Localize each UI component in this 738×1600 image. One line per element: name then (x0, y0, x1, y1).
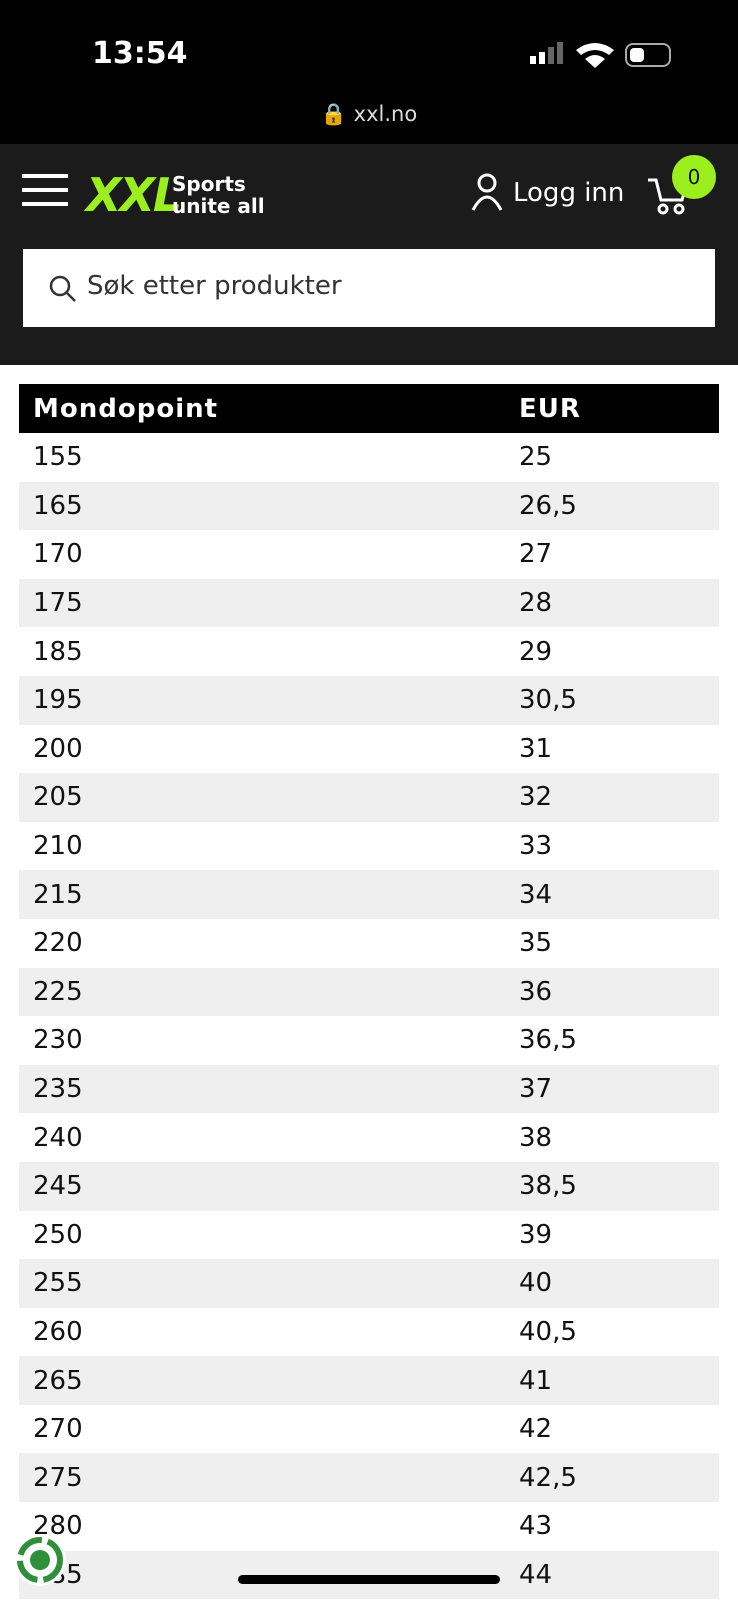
cart-count: 0 (672, 155, 716, 199)
eur-cell: 44 (505, 1550, 719, 1600)
mondopoint-cell: 255 (19, 1259, 505, 1308)
header-row: Mondopoint EUR (19, 384, 719, 433)
eur-cell: 38,5 (505, 1161, 719, 1211)
column-header: Mondopoint (19, 384, 505, 433)
eur-cell: 34 (505, 870, 719, 919)
mondopoint-cell: 165 (19, 481, 505, 531)
mondopoint-cell: 155 (33, 442, 83, 473)
table-row: 215 34 (19, 870, 719, 919)
mondopoint-cell: 215 (19, 870, 505, 919)
eur-cell: 30,5 (505, 675, 719, 725)
status-bar: 13:54 🔒 xxl.no (0, 0, 738, 144)
eur-cell: 27 (519, 539, 553, 570)
mondopoint-cell: 285 (19, 1550, 505, 1600)
mondopoint-cell: 240 (33, 1122, 83, 1153)
tagline: unite all (172, 194, 265, 218)
eur-cell: 40 (505, 1259, 719, 1308)
time: 13:54 (92, 36, 188, 71)
eur-cell: 32 (505, 773, 719, 822)
table-row: 240 38 (19, 1113, 719, 1162)
eur-cell: 43 (519, 1511, 553, 1542)
url[interactable]: 🔒 xxl.no (320, 102, 418, 126)
table-row: 210 33 (19, 822, 719, 871)
table-row: 245 38,5 (19, 1161, 719, 1211)
table-row: 220 35 (19, 919, 719, 968)
eur-cell: 40,5 (519, 1316, 577, 1347)
eur-cell: 38 (519, 1122, 553, 1153)
logo[interactable]: XXL (86, 168, 182, 222)
eur-cell: 41 (505, 1356, 719, 1405)
mondopoint-cell: 275 (19, 1453, 505, 1503)
login-link[interactable]: Logg inn (513, 178, 625, 208)
eur-cell: 26,5 (505, 481, 719, 531)
search-box[interactable]: Søk etter produkter (23, 249, 715, 327)
user-icon (471, 173, 503, 211)
table-row: 275 42,5 (19, 1453, 719, 1503)
eur-cell: 36 (505, 967, 719, 1017)
eur-cell: 37 (505, 1064, 719, 1114)
table-row: 205 32 (19, 773, 719, 822)
mondopoint-cell: 235 (19, 1064, 505, 1114)
eur-cell: 39 (519, 1219, 553, 1250)
table-row: 225 36 (19, 967, 719, 1017)
tagline: Sports (172, 172, 246, 196)
table-row: 280 43 (19, 1502, 719, 1551)
recycle-badge[interactable] (12, 1532, 68, 1588)
column-header: EUR (505, 384, 719, 433)
table-row: 185 29 (19, 627, 719, 676)
table-row: 28544 (19, 1550, 719, 1600)
table-row: 170 27 (19, 530, 719, 579)
table-row: 195 30,5 (19, 675, 719, 725)
site-header: XXL Sports unite all Logg inn 0 Søk ette… (0, 144, 738, 365)
table-row: 235 37 (19, 1064, 719, 1114)
table-row: 250 39 (19, 1211, 719, 1260)
table-row: 200 31 (19, 725, 719, 774)
status-icons (530, 42, 671, 68)
mondopoint-cell: 220 (33, 928, 83, 959)
eur-cell: 33 (519, 831, 553, 862)
eur-cell: 36,5 (519, 1025, 577, 1056)
mondopoint-cell: 245 (19, 1161, 505, 1211)
mondopoint-cell: 250 (33, 1219, 83, 1250)
eur-cell: 42,5 (505, 1453, 719, 1503)
mondopoint-cell: 205 (19, 773, 505, 822)
eur-cell: 35 (519, 928, 553, 959)
mondopoint-cell: 170 (33, 539, 83, 570)
eur-cell: 42 (519, 1414, 553, 1445)
table-row: 270 42 (19, 1405, 719, 1454)
table-row: 155 25 (19, 433, 719, 482)
table-row: 255 40 (19, 1259, 719, 1308)
eur-cell: 29 (519, 636, 553, 667)
mondopoint-cell: 265 (19, 1356, 505, 1405)
table-row: 165 26,5 (19, 481, 719, 531)
eur-cell: 28 (505, 578, 719, 628)
mondopoint-cell: 225 (19, 967, 505, 1017)
mondopoint-cell: 210 (33, 831, 83, 862)
mondopoint-cell: 230 (33, 1025, 83, 1056)
table-row: 260 40,5 (19, 1308, 719, 1357)
size-table: Mondopoint EUR 155 25 165 26,5 170 27 175 28 185 2… (19, 384, 719, 1600)
eur-cell: 25 (519, 442, 553, 473)
search-icon (49, 275, 76, 302)
search-placeholder: Søk etter produkter (87, 271, 342, 301)
mondopoint-cell: 185 (33, 636, 83, 667)
mondopoint-cell: 260 (33, 1316, 83, 1347)
mondopoint-cell: 270 (33, 1414, 83, 1445)
mondopoint-cell: 280 (33, 1511, 83, 1542)
url-text: xxl.no (353, 102, 418, 126)
mondopoint-cell: 175 (19, 578, 505, 628)
menu-icon[interactable] (22, 174, 68, 208)
table-row: 175 28 (19, 578, 719, 628)
home-indicator (238, 1575, 500, 1584)
table-row: 230 36,5 (19, 1016, 719, 1065)
table-row: 265 41 (19, 1356, 719, 1405)
mondopoint-cell: 200 (33, 733, 83, 764)
eur-cell: 31 (519, 733, 553, 764)
mondopoint-cell: 195 (19, 675, 505, 725)
